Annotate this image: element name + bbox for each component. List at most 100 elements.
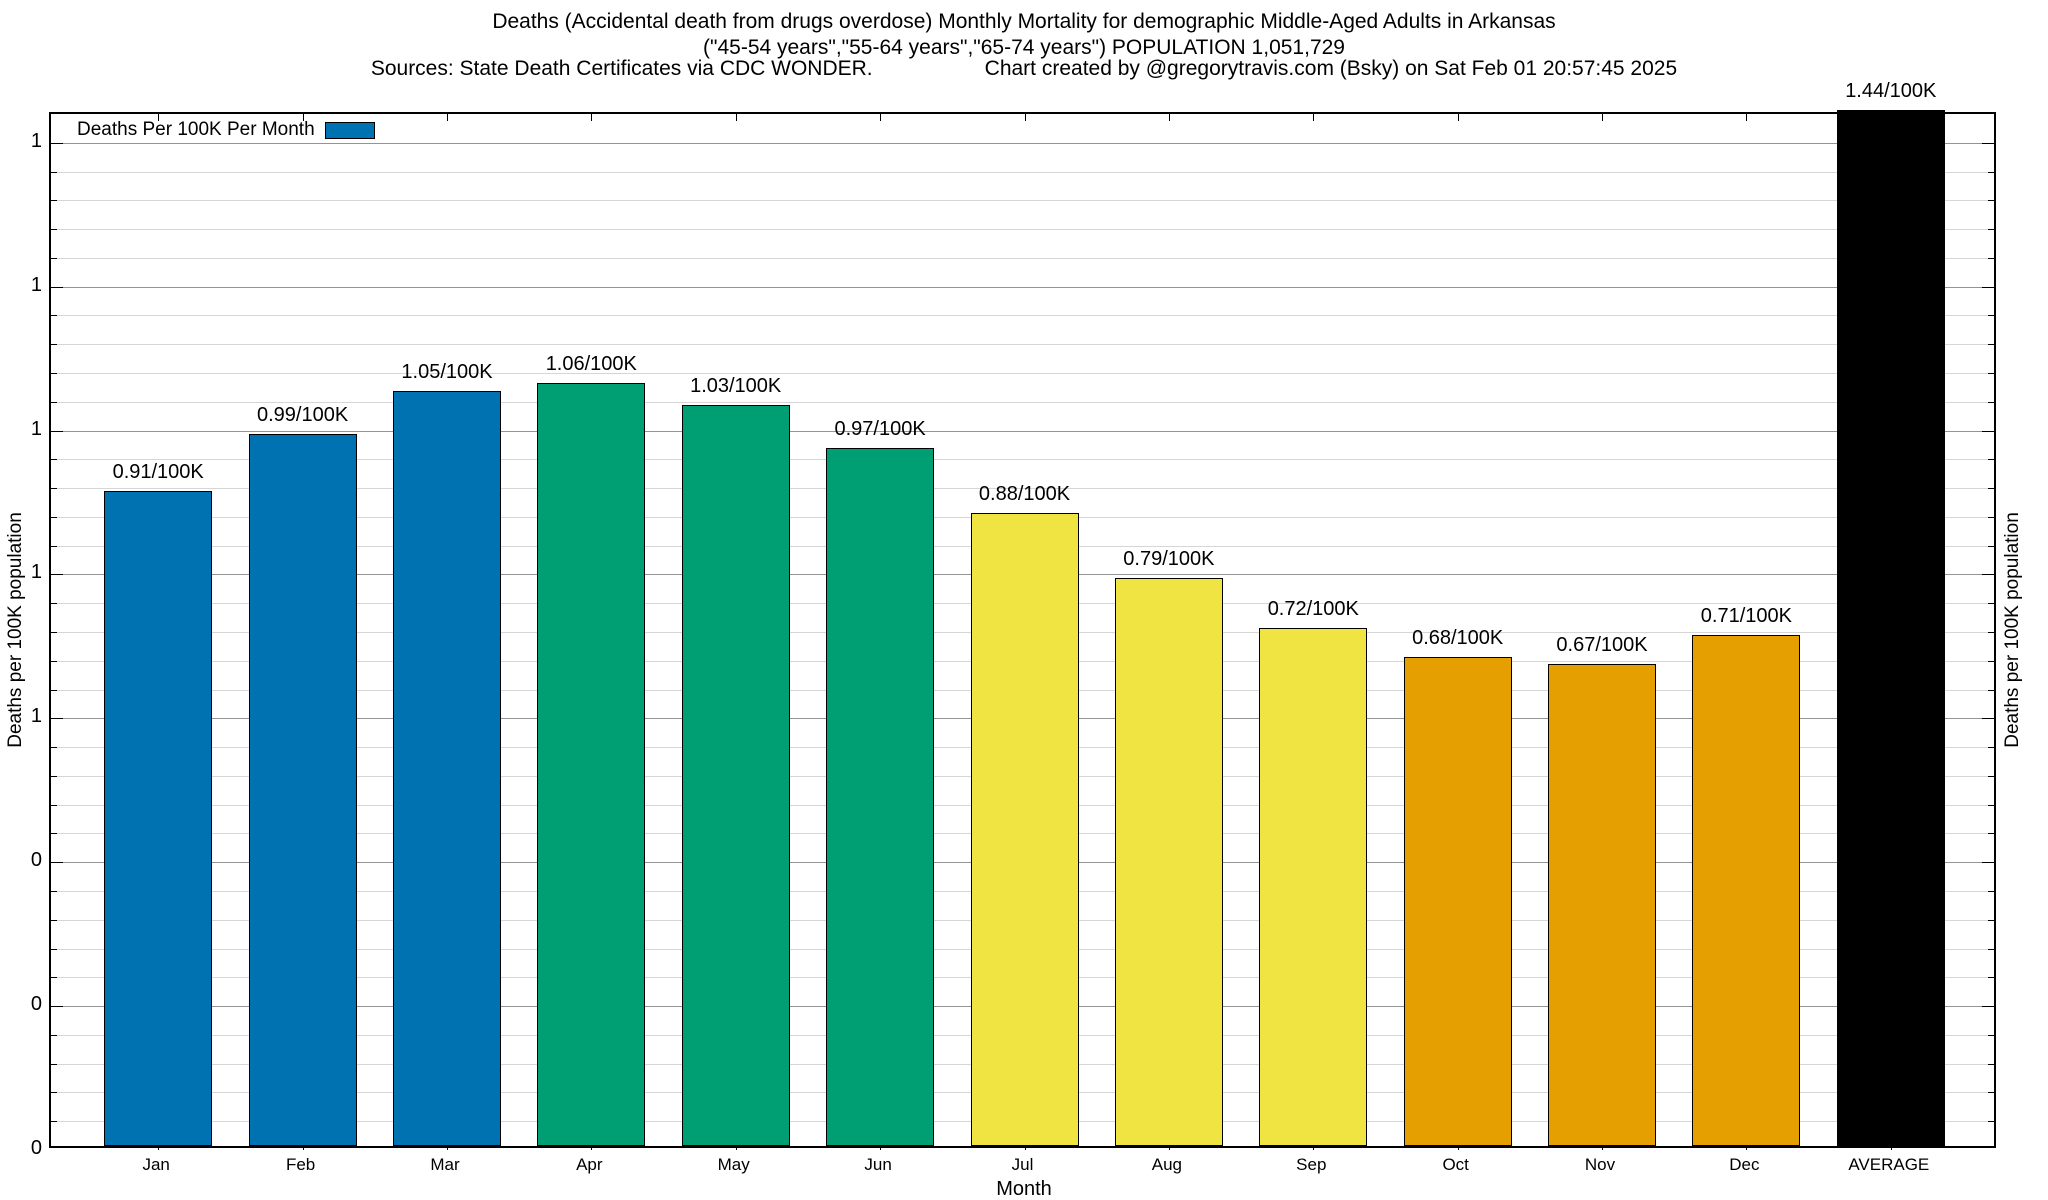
y-axis-tick — [1982, 286, 1994, 288]
y-axis-tick — [1988, 1092, 1994, 1094]
y-axis-tick — [1988, 459, 1994, 461]
x-axis-tick — [447, 1143, 448, 1150]
y-axis-label-right: Deaths per 100K population — [2002, 512, 2023, 748]
y-axis-tick — [51, 171, 57, 173]
y-axis-tick — [1988, 804, 1994, 806]
y-axis-tick — [51, 747, 57, 749]
y-axis-tick — [51, 430, 63, 432]
bar-value-label: 0.71/100K — [1700, 605, 1792, 628]
x-tick-label-average: AVERAGE — [1848, 1155, 1930, 1174]
chart-title-line1: Deaths (Accidental death from drugs over… — [492, 10, 1556, 33]
x-axis-label: Month — [996, 1178, 1052, 1200]
grid-line-minor — [51, 401, 1994, 403]
y-axis-tick — [51, 142, 63, 144]
x-axis-tick — [1602, 114, 1603, 121]
bar-oct — [1403, 656, 1512, 1146]
x-axis-tick — [591, 114, 593, 121]
y-tick-label: 1 — [30, 561, 42, 584]
legend-swatch — [324, 121, 375, 139]
y-axis-tick — [1988, 775, 1994, 777]
bar-value-label: 0.97/100K — [834, 418, 926, 441]
x-axis-tick — [1024, 1143, 1026, 1150]
y-axis-tick — [51, 344, 57, 346]
y-axis-tick — [1988, 1034, 1994, 1036]
y-axis-tick — [51, 229, 57, 231]
y-axis-tick — [51, 574, 63, 576]
y-axis-tick — [1988, 977, 1994, 979]
bar-value-label: 1.03/100K — [690, 375, 782, 397]
y-axis-tick — [1988, 315, 1994, 317]
y-axis-tick — [1988, 747, 1994, 749]
y-axis-tick — [1988, 545, 1994, 547]
x-tick-label-nov: Nov — [1584, 1155, 1616, 1174]
y-axis-tick — [1988, 257, 1994, 259]
y-axis-tick — [51, 775, 57, 777]
bar-value-label: 1.44/100K — [1845, 80, 1937, 102]
y-tick-label: 0 — [30, 849, 42, 872]
x-axis-tick — [1024, 114, 1026, 121]
y-axis-tick — [1988, 948, 1994, 950]
x-tick-label-mar: Mar — [430, 1155, 460, 1174]
x-axis-tick — [880, 114, 882, 121]
x-axis-tick — [735, 114, 737, 121]
bar-aug — [1114, 577, 1223, 1146]
grid-line-minor — [51, 257, 1994, 259]
grid-line-minor — [51, 315, 1994, 317]
x-axis-tick — [591, 1143, 593, 1150]
x-tick-label-jul: Jul — [1011, 1155, 1034, 1174]
y-axis-tick — [1982, 142, 1994, 144]
y-axis-tick — [1988, 603, 1994, 605]
bar-value-label: 0.79/100K — [1123, 547, 1215, 570]
bar-value-label: 0.91/100K — [112, 461, 204, 484]
y-axis-tick — [51, 632, 57, 633]
grid-line-minor — [51, 459, 1994, 461]
x-axis-tick — [158, 1143, 160, 1150]
y-axis-tick — [1988, 373, 1994, 374]
x-axis-tick — [880, 1143, 882, 1150]
bar-average — [1836, 110, 1945, 1146]
x-tick-label-jan: Jan — [142, 1155, 170, 1174]
x-axis-tick — [158, 114, 160, 121]
y-axis-tick — [51, 1034, 57, 1036]
y-axis-tick — [51, 891, 57, 892]
x-axis-tick — [302, 1143, 304, 1150]
y-axis-tick — [51, 804, 57, 806]
grid-line-minor — [51, 488, 1994, 490]
x-axis-tick — [1457, 1143, 1459, 1150]
y-axis-tick — [1982, 430, 1994, 432]
x-axis-tick — [1457, 114, 1459, 121]
x-axis-tick — [1602, 1143, 1603, 1150]
bar-nov — [1548, 664, 1656, 1146]
y-axis-tick — [1988, 632, 1994, 633]
chart-sources-line: Sources: State Death Certificates via CD… — [0, 57, 2048, 81]
y-axis-tick — [51, 948, 57, 950]
bar-feb — [248, 433, 357, 1146]
x-axis-tick — [1746, 1143, 1748, 1150]
y-axis-tick — [51, 315, 57, 317]
y-axis-tick — [51, 718, 63, 720]
x-tick-label-aug: Aug — [1151, 1155, 1183, 1174]
bar-jul — [970, 512, 1079, 1146]
y-axis-tick — [1982, 1006, 1994, 1008]
bars-layer: 0.91/100K 0.99/100K 1.05/100K 1.06/100K 1.03… — [51, 80, 1994, 1146]
y-tick-label: 1 — [30, 129, 42, 152]
y-axis-tick — [51, 1092, 57, 1094]
y-axis-tick — [51, 660, 57, 662]
y-axis-tick — [51, 459, 57, 461]
bar-may — [681, 405, 790, 1146]
x-tick-label-feb: Feb — [285, 1155, 316, 1174]
bar-value-label: 0.88/100K — [978, 482, 1071, 505]
y-axis-tick — [1988, 200, 1994, 202]
bar-dec — [1692, 635, 1801, 1146]
x-axis-tick — [1168, 1143, 1170, 1150]
y-axis-tick — [51, 401, 57, 403]
y-axis-tick — [51, 516, 57, 518]
y-axis-tick — [1982, 862, 1994, 864]
grid-line-major — [51, 286, 1994, 288]
bar-value-label: 1.05/100K — [401, 360, 493, 383]
y-axis-tick — [1988, 1063, 1994, 1065]
y-tick-label: 0 — [30, 1137, 42, 1159]
grid-line-minor — [51, 373, 1994, 374]
y-axis-tick — [51, 977, 57, 979]
